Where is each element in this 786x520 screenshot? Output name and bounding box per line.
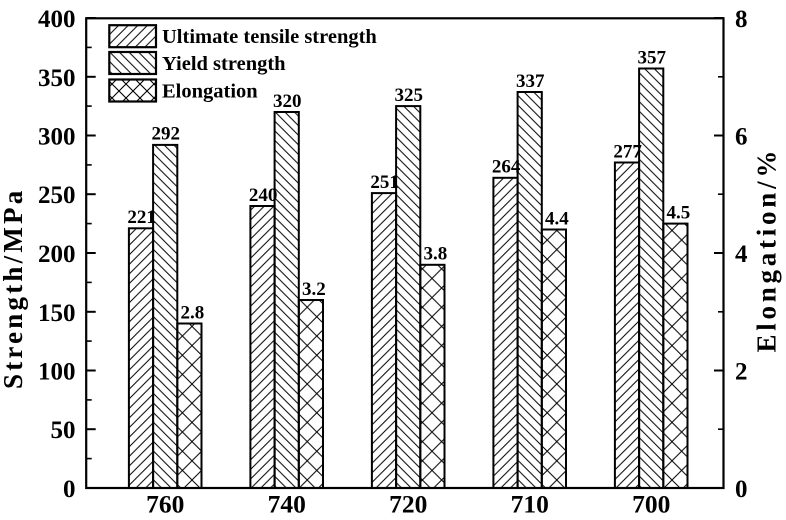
svg-text:277: 277 [613,141,642,162]
svg-text:Ultimate tensile strength: Ultimate tensile strength [162,26,377,48]
svg-text:760: 760 [146,489,184,518]
svg-text:50: 50 [51,417,76,444]
svg-text:300: 300 [38,124,76,151]
svg-text:264: 264 [492,157,521,178]
svg-text:Elongation: Elongation [162,80,258,102]
svg-text:292: 292 [152,124,181,145]
svg-text:357: 357 [638,47,667,68]
svg-text:100: 100 [38,359,76,386]
svg-text:325: 325 [395,85,424,106]
svg-text:337: 337 [516,71,545,92]
svg-text:Yield strength: Yield strength [162,53,286,75]
svg-text:720: 720 [389,489,427,518]
svg-text:320: 320 [273,91,302,112]
svg-text:8: 8 [735,6,748,33]
svg-text:Strength/MPa: Strength/MPa [0,188,28,389]
svg-text:740: 740 [268,489,306,518]
svg-text:2: 2 [735,359,748,386]
svg-text:4.5: 4.5 [667,202,691,223]
svg-text:250: 250 [38,182,76,209]
svg-text:150: 150 [38,300,76,327]
svg-text:350: 350 [38,65,76,92]
svg-text:2.8: 2.8 [181,302,205,323]
svg-text:240: 240 [249,185,278,206]
svg-text:4.4: 4.4 [545,208,569,229]
svg-text:0: 0 [63,476,76,503]
svg-text:221: 221 [127,207,156,228]
svg-text:3.2: 3.2 [302,279,326,300]
svg-text:3.8: 3.8 [424,244,448,265]
svg-text:6: 6 [735,124,748,151]
svg-text:4: 4 [735,241,748,268]
svg-text:400: 400 [38,6,76,33]
svg-text:0: 0 [735,476,748,503]
svg-text:710: 710 [511,489,549,518]
svg-text:Elongation/%: Elongation/% [751,147,781,353]
svg-text:200: 200 [38,241,76,268]
svg-text:251: 251 [370,172,399,193]
svg-text:700: 700 [632,489,670,518]
